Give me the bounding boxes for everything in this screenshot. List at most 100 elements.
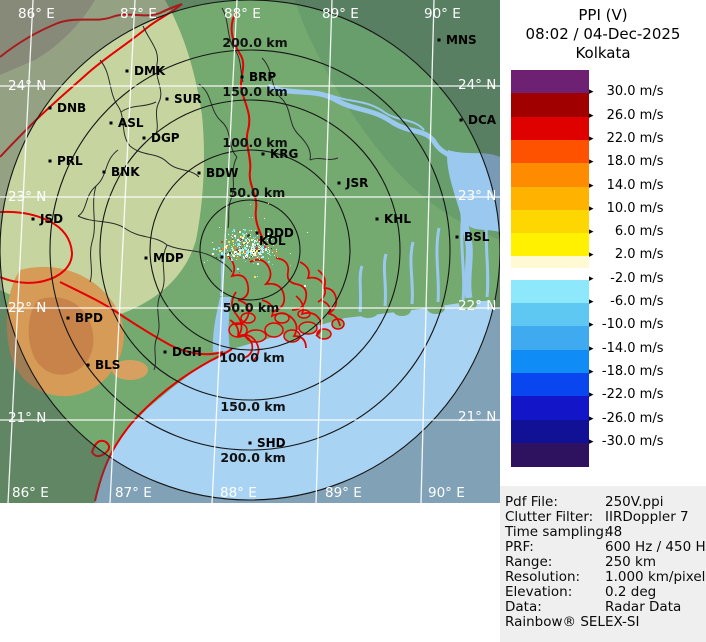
product-title: PPI (V) bbox=[578, 6, 628, 24]
info-row-data: Data: Radar Data bbox=[505, 599, 703, 615]
legend-threshold-label: ▸ 22.0 m/s bbox=[589, 130, 664, 146]
station-dot bbox=[109, 121, 113, 125]
station-dot bbox=[66, 316, 70, 320]
station-label-bnk: BNK bbox=[111, 165, 140, 179]
radar-site-name: Kolkata bbox=[575, 44, 631, 62]
info-row-pdf-file: Pdf File: 250V.ppi bbox=[505, 494, 703, 510]
ring-label: 200.0 km bbox=[220, 450, 285, 465]
title-block: PPI (V) 08:02 / 04-Dec-2025 Kolkata bbox=[500, 6, 706, 63]
info-value: 600 Hz / 450 Hz bbox=[605, 539, 706, 555]
lon-label-bottom: 88° E bbox=[220, 485, 257, 501]
legend-arrow-icon: ▸ bbox=[589, 133, 594, 144]
legend-arrow-icon: ▸ bbox=[589, 203, 594, 214]
legend-arrow-icon: ▸ bbox=[589, 87, 594, 98]
station-dot bbox=[86, 363, 90, 367]
legend-band-4 bbox=[511, 163, 589, 187]
lat-label-left: 22° N bbox=[8, 300, 46, 316]
info-value: 250V.ppi bbox=[605, 494, 664, 510]
lat-label-right: 23° N bbox=[458, 188, 496, 204]
info-value: IIRDoppler 7 bbox=[605, 509, 689, 525]
lon-label-bottom: 86° E bbox=[12, 485, 49, 501]
lon-label-top: 88° E bbox=[224, 6, 261, 22]
legend-threshold-label: ▸ 26.0 m/s bbox=[589, 107, 664, 123]
legend-arrow-icon: ▸ bbox=[589, 436, 594, 447]
info-row-elevation: Elevation: 0.2 deg bbox=[505, 584, 703, 600]
info-label: Resolution: bbox=[505, 569, 581, 585]
legend-band-9 bbox=[511, 268, 589, 281]
range-ring-150km bbox=[99, 99, 401, 401]
range-ring-100km bbox=[149, 149, 351, 351]
lat-label-right: 24° N bbox=[458, 77, 496, 93]
station-dot bbox=[220, 255, 224, 259]
range-ring-200km bbox=[49, 49, 451, 451]
legend-threshold-label: ▸ 6.0 m/s bbox=[589, 224, 664, 240]
radar-velocity-echoes bbox=[204, 194, 308, 287]
lat-label-right: 22° N bbox=[458, 298, 496, 314]
legend-threshold-label: ▸ -26.0 m/s bbox=[589, 410, 664, 426]
timestamp: 08:02 / 04-Dec-2025 bbox=[525, 25, 681, 43]
station-label-dgp: DGP bbox=[151, 131, 180, 145]
legend-arrow-icon: ▸ bbox=[589, 227, 594, 238]
station-label-mdp: MDP bbox=[153, 251, 184, 265]
info-row-range: Range: 250 km bbox=[505, 554, 703, 570]
legend-arrow-icon: ▸ bbox=[589, 297, 594, 307]
legend-arrow-icon: ▸ bbox=[589, 343, 594, 354]
legend-threshold-label: ▸ -30.0 m/s bbox=[589, 433, 664, 449]
station-dot bbox=[142, 136, 146, 140]
lat-label-left: 21° N bbox=[8, 410, 46, 426]
sea-layer bbox=[95, 297, 500, 503]
station-label-jsr: JSR bbox=[345, 176, 368, 190]
info-label: Data: bbox=[505, 599, 542, 615]
station-dot bbox=[48, 159, 52, 163]
info-value: 48 bbox=[605, 524, 623, 540]
lat-label-left: 23° N bbox=[8, 189, 46, 205]
station-label-mns: MNS bbox=[446, 33, 477, 47]
station-label-dca: DCA bbox=[468, 113, 497, 127]
station-label-brp: BRP bbox=[249, 70, 276, 84]
station-label-shd: SHD bbox=[257, 436, 286, 450]
side-panel: PPI (V) 08:02 / 04-Dec-2025 Kolkata ▸ 30.… bbox=[500, 0, 706, 642]
station-label-khl: KHL bbox=[384, 212, 411, 226]
station-dot bbox=[197, 171, 201, 175]
legend-threshold-label: ▸ -2.0 m/s bbox=[589, 270, 664, 286]
legend-threshold-label: ▸ 10.0 m/s bbox=[589, 200, 664, 216]
product-info-panel: Pdf File: 250V.ppi Clutter Filter: IIRDoppl… bbox=[500, 486, 706, 642]
legend-arrow-icon: ▸ bbox=[589, 157, 594, 168]
ring-label: 150.0 km bbox=[220, 399, 285, 414]
legend-band-2 bbox=[511, 116, 589, 141]
lat-label-left: 24° N bbox=[8, 78, 46, 94]
lon-label-top: 86° E bbox=[18, 6, 55, 22]
station-dot bbox=[48, 106, 52, 110]
legend-threshold-label: ▸ 18.0 m/s bbox=[589, 154, 664, 170]
legend-arrow-icon: ▸ bbox=[589, 180, 594, 191]
station-dot bbox=[102, 170, 106, 174]
info-row-time-sampling: Time sampling: 48 bbox=[505, 524, 703, 540]
legend-band-1 bbox=[511, 93, 589, 118]
station-label-dnb: DNB bbox=[57, 101, 86, 115]
lat-label-right: 21° N bbox=[458, 409, 496, 425]
station-dot bbox=[248, 441, 252, 445]
station-dot bbox=[459, 118, 463, 122]
ring-distance-labels: 200.0 km 150.0 km 100.0 km 50.0 km 50.0 km 10… bbox=[219, 35, 287, 465]
legend-band-15 bbox=[511, 396, 589, 420]
graticule-labels: 86° E 87° E 88° E 89° E 90° E 86° E 87° E 88° E… bbox=[8, 6, 496, 501]
station-label-jsd: JSD bbox=[39, 212, 63, 226]
legend-threshold-label: ▸ 2.0 m/s bbox=[589, 247, 664, 263]
station-dot bbox=[455, 235, 459, 239]
station-label-kol: KOL bbox=[259, 234, 286, 248]
station-label-bsl: BSL bbox=[464, 230, 490, 244]
radar-map: 200.0 km 150.0 km 100.0 km 50.0 km 50.0 km 10… bbox=[0, 0, 500, 503]
info-label: Range: bbox=[505, 554, 553, 570]
legend-arrow-icon: ▸ bbox=[589, 320, 594, 331]
ring-label: 100.0 km bbox=[219, 350, 284, 365]
station-dot bbox=[31, 217, 35, 221]
legend-band-13 bbox=[511, 349, 589, 374]
info-value: 0.2 deg bbox=[605, 584, 657, 600]
station-label-asl: ASL bbox=[118, 116, 144, 130]
legend-arrow-icon: ▸ bbox=[589, 110, 594, 121]
lon-label-bottom: 90° E bbox=[428, 485, 465, 501]
ring-label: 150.0 km bbox=[222, 84, 287, 99]
station-dot bbox=[437, 38, 441, 42]
info-row-clutter-filter: Clutter Filter: IIRDoppler 7 bbox=[505, 509, 703, 525]
info-label: Pdf File: bbox=[505, 494, 558, 510]
